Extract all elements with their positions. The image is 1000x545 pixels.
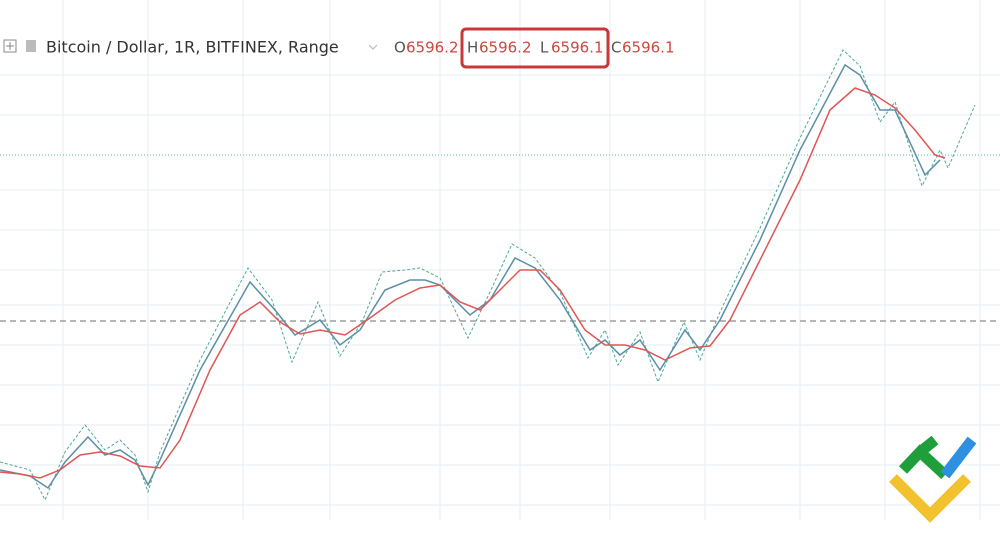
logo: [889, 435, 977, 523]
ohlc-value: 6596.1: [622, 39, 675, 57]
toolbar-icons: [3, 39, 36, 53]
symbol-title: Bitcoin / Dollar, 1R, BITFINEX, Range: [46, 38, 339, 57]
ohlc-label: C: [611, 39, 621, 57]
ohlc-label: H: [467, 39, 478, 57]
moving-average: [0, 87, 946, 479]
ohlc: O 6596.2 H 6596.2 L 6596.1 C 6596.1: [394, 39, 675, 57]
ohlc-label: L: [540, 39, 549, 57]
ohlc-value: 6596.2: [479, 39, 532, 57]
highlight-box: [460, 27, 610, 69]
ohlc-label: O: [394, 39, 406, 57]
ohlc-value: 6596.2: [406, 39, 459, 57]
ohlc-value: 6596.1: [551, 39, 604, 57]
dropdown-arrow: [368, 44, 378, 50]
grid: [0, 0, 1000, 520]
renko-line: [0, 49, 976, 502]
